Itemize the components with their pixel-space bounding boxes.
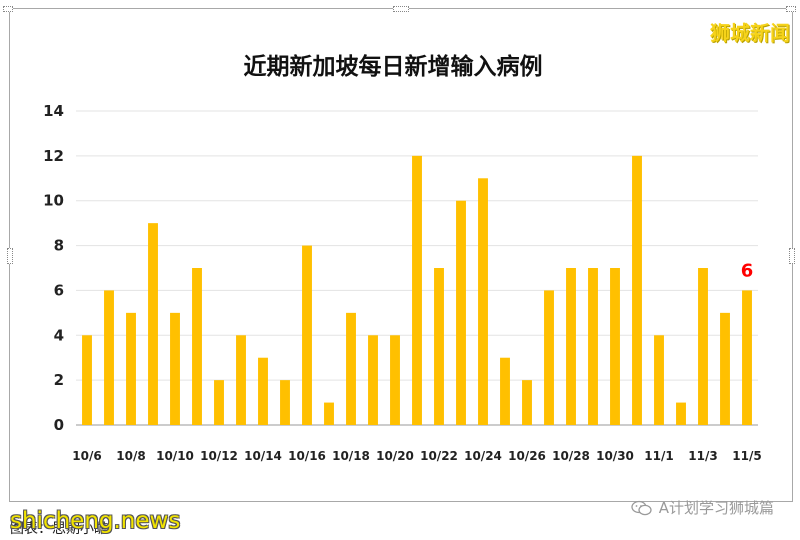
bar-10-21	[412, 155, 422, 425]
bar-10-27	[544, 290, 554, 425]
x-tick-label: 10/16	[288, 449, 326, 463]
x-tick-label: 10/6	[72, 449, 101, 463]
resize-handle-left[interactable]	[7, 248, 13, 264]
bar-10-14	[258, 357, 268, 425]
x-axis-ticks: 10/6 10/8 10/10 10/12 10/14 10/16 10/18 10/20 10…	[72, 449, 761, 463]
chart-title: 近期新加坡每日新增输入病例	[244, 53, 543, 80]
x-tick-label: 10/28	[552, 449, 590, 463]
chart-caption: 图表：思期小瞻	[10, 521, 108, 537]
y-tick-label: 4	[54, 326, 64, 344]
y-tick-label: 6	[54, 281, 64, 299]
bar-11-1	[654, 335, 664, 425]
bar-11-4	[720, 312, 730, 425]
wechat-icon	[631, 500, 653, 516]
x-tick-label: 10/14	[244, 449, 282, 463]
bar-10-24	[478, 178, 488, 425]
bar-10-18	[346, 312, 356, 425]
bar-10-9	[148, 223, 158, 425]
x-tick-label: 10/30	[596, 449, 634, 463]
bar-10-20	[390, 335, 400, 425]
brand-label: 狮城新闻	[710, 21, 790, 45]
resize-handle-top[interactable]	[393, 6, 409, 12]
bar-11-2	[676, 402, 686, 425]
x-tick-label: 10/22	[420, 449, 458, 463]
bars	[82, 155, 752, 425]
bar-10-22	[434, 268, 444, 425]
y-tick-label: 2	[54, 371, 64, 389]
x-tick-label: 10/12	[200, 449, 238, 463]
watermark-account: A计划学习狮城篇	[631, 497, 774, 518]
bar-10-7	[104, 290, 114, 425]
x-tick-label: 10/10	[156, 449, 194, 463]
bar-10-12	[214, 380, 224, 425]
bar-10-25	[500, 357, 510, 425]
y-tick-label: 0	[54, 416, 64, 434]
bar-10-30	[610, 268, 620, 425]
x-tick-label: 10/26	[508, 449, 546, 463]
bar-10-10	[170, 312, 180, 425]
resize-handle-top-left[interactable]	[3, 6, 13, 12]
bar-11-3	[698, 268, 708, 425]
y-tick-label: 10	[43, 192, 64, 210]
bar-10-6	[82, 335, 92, 425]
x-tick-label: 10/18	[332, 449, 370, 463]
watermark-site: shicheng.news	[10, 508, 181, 534]
x-tick-label: 10/24	[464, 449, 502, 463]
bar-11-5	[742, 290, 752, 425]
bar-10-26	[522, 380, 532, 425]
bar-10-16	[302, 245, 312, 425]
bar-10-29	[588, 268, 598, 425]
x-tick-label: 11/3	[688, 449, 717, 463]
bar-10-23	[456, 200, 466, 425]
watermark-account-label: A计划学习狮城篇	[658, 499, 774, 517]
bar-10-17	[324, 402, 334, 425]
x-tick-label: 11/1	[644, 449, 673, 463]
x-tick-label: 10/20	[376, 449, 414, 463]
bar-10-19	[368, 335, 378, 425]
y-tick-label: 14	[43, 102, 64, 120]
bar-10-11	[192, 268, 202, 425]
x-tick-label: 11/5	[732, 449, 761, 463]
y-axis-ticks: 0 2 4 6 8 10 12 14	[43, 102, 64, 434]
data-label: 6	[741, 260, 754, 281]
bar-10-13	[236, 335, 246, 425]
bar-10-15	[280, 380, 290, 425]
y-tick-label: 8	[54, 237, 64, 255]
bar-10-8	[126, 312, 136, 425]
x-tick-label: 10/8	[116, 449, 145, 463]
y-tick-label: 12	[43, 147, 64, 165]
data-labels: 6	[741, 260, 754, 281]
bar-10-31	[632, 155, 642, 425]
resize-handle-right[interactable]	[789, 248, 795, 264]
bar-10-28	[566, 268, 576, 425]
resize-handle-top-right[interactable]	[786, 6, 796, 12]
